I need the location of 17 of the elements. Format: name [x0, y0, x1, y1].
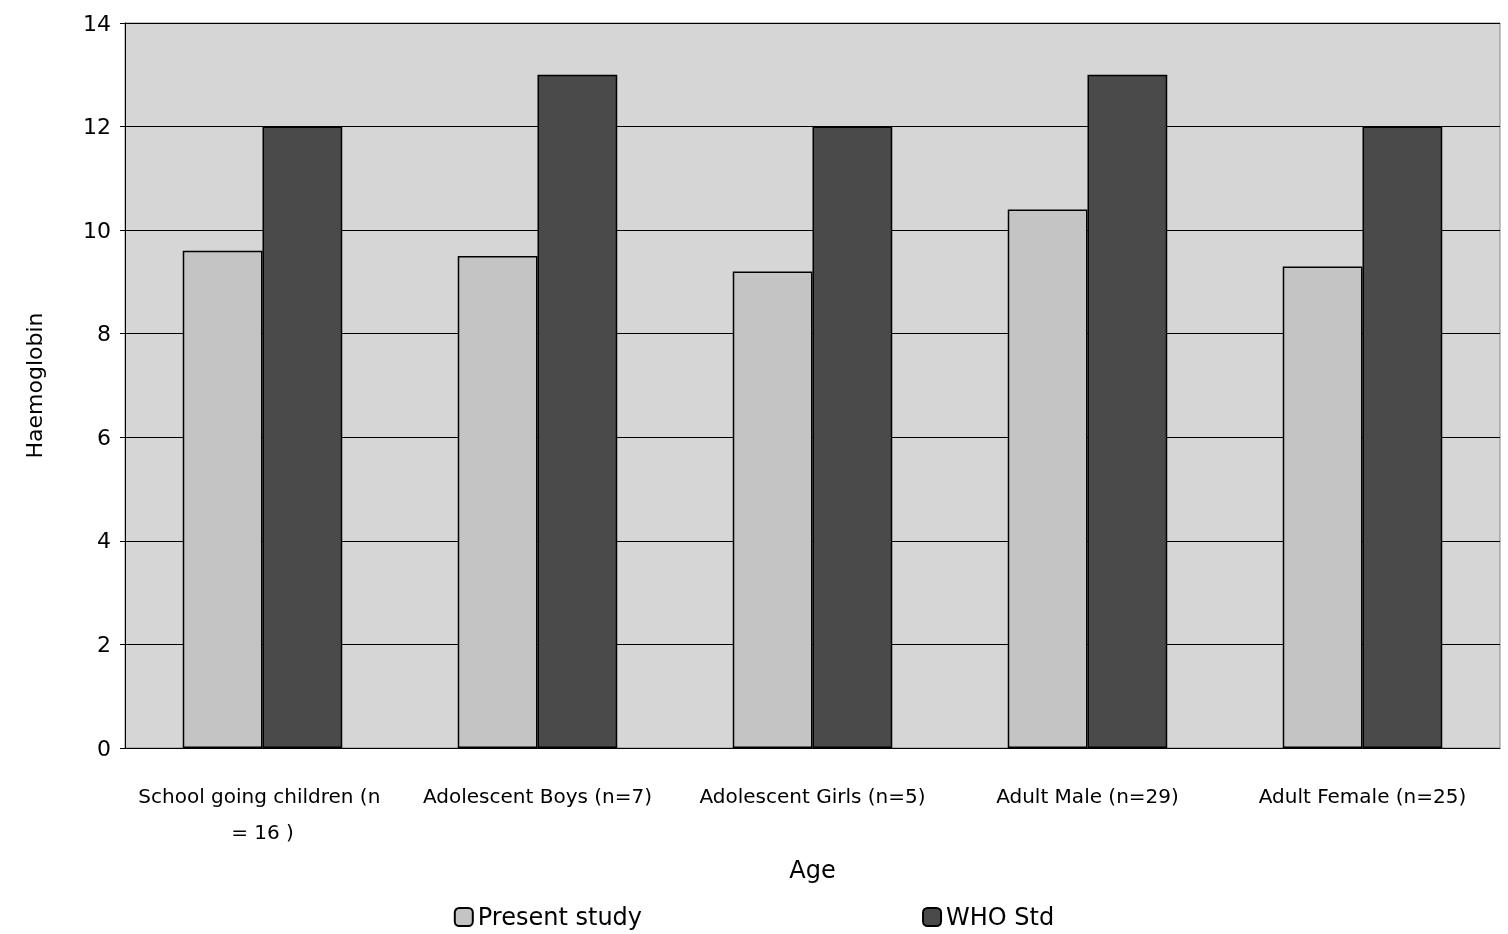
y-axis-title: Haemoglobin — [21, 312, 47, 459]
x-axis-title: Age — [789, 856, 836, 884]
y-tick-label: 4 — [97, 528, 111, 554]
y-tick-label: 6 — [97, 424, 111, 450]
legend-label: WHO Std — [946, 903, 1055, 931]
y-tick-label: 2 — [97, 631, 111, 657]
x-tick-label: Adolescent Girls (n=5) — [699, 784, 926, 808]
y-tick-label: 12 — [83, 114, 111, 140]
x-tick-label: Adult Male (n=29) — [996, 784, 1179, 808]
y-tick-label: 14 — [83, 10, 111, 36]
y-tick-label: 8 — [97, 321, 111, 347]
y-tick-label: 0 — [97, 735, 111, 761]
x-tick-label: School going children (n = 16 ) — [138, 784, 387, 844]
y-tick-label: 10 — [83, 217, 111, 243]
x-tick-label: Adolescent Boys (n=7) — [422, 784, 653, 808]
x-tick-label: Adult Female (n=25) — [1258, 784, 1467, 808]
legend-label: Present study — [477, 903, 643, 931]
